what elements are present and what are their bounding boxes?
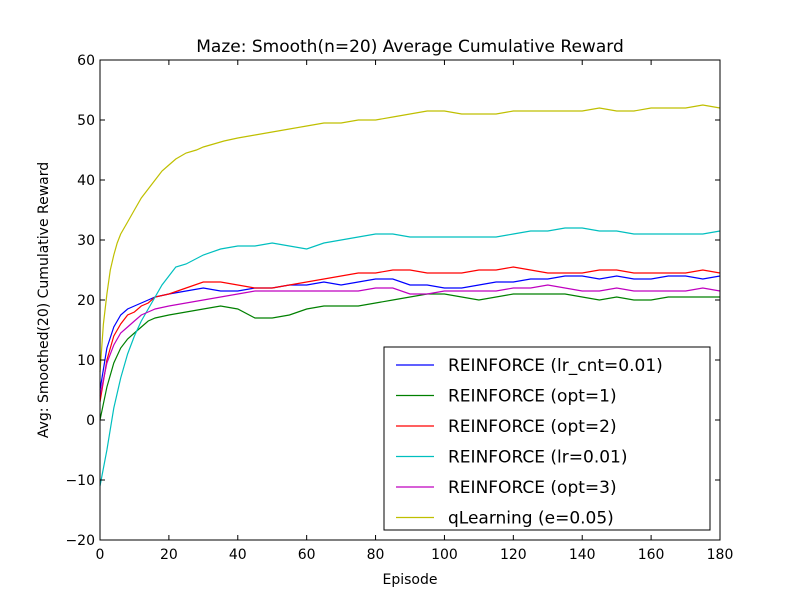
chart-title: Maze: Smooth(n=20) Average Cumulative Re… (196, 37, 623, 57)
series-line-5 (99, 284, 721, 397)
legend-label: REINFORCE (opt=2) (448, 417, 617, 437)
x-tick-label: 40 (229, 547, 247, 563)
series-line-1 (99, 275, 721, 391)
series-layer (99, 104, 721, 487)
y-tick-label: 10 (77, 353, 95, 369)
series-line-6 (99, 104, 721, 373)
legend-label: REINFORCE (lr=0.01) (448, 448, 628, 468)
x-tick-label: 100 (431, 547, 458, 563)
series-line-3 (99, 266, 721, 403)
x-tick-label: 180 (707, 547, 734, 563)
x-tick-label: 60 (298, 547, 316, 563)
x-tick-label: 160 (638, 547, 665, 563)
series-line-4 (99, 227, 721, 487)
y-tick-label: 60 (77, 53, 95, 69)
y-tick-label: −10 (65, 473, 95, 489)
y-axis-label: Avg: Smoothed(20) Cumulative Reward (36, 162, 52, 438)
legend-box (383, 346, 711, 531)
x-tick-label: 140 (569, 547, 596, 563)
y-tick-label: 20 (77, 293, 95, 309)
y-tick-label: 0 (86, 413, 95, 429)
x-tick-label: 80 (367, 547, 385, 563)
y-tick-label: 40 (77, 173, 95, 189)
x-tick-label: 0 (96, 547, 105, 563)
legend-label: qLearning (e=0.05) (448, 509, 614, 529)
axes-layer: 0 20 40 60 80 100 120 140 160 180 −20 −10 0 10 20 30 40 5… (65, 53, 733, 563)
y-tick-label: 30 (77, 233, 95, 249)
series-line-2 (99, 293, 720, 421)
legend-label: REINFORCE (opt=1) (448, 387, 617, 407)
legend-label: REINFORCE (opt=3) (448, 478, 617, 498)
y-tick-label: −20 (65, 533, 95, 549)
legend: REINFORCE (lr_cnt=0.01) REINFORCE (opt=1)… (383, 346, 711, 531)
x-tick-label: 20 (160, 547, 178, 563)
legend-label: REINFORCE (lr_cnt=0.01) (448, 356, 663, 376)
x-axis-label: Episode (383, 572, 438, 588)
x-tick-label: 120 (500, 547, 527, 563)
y-tick-label: 50 (77, 113, 95, 129)
